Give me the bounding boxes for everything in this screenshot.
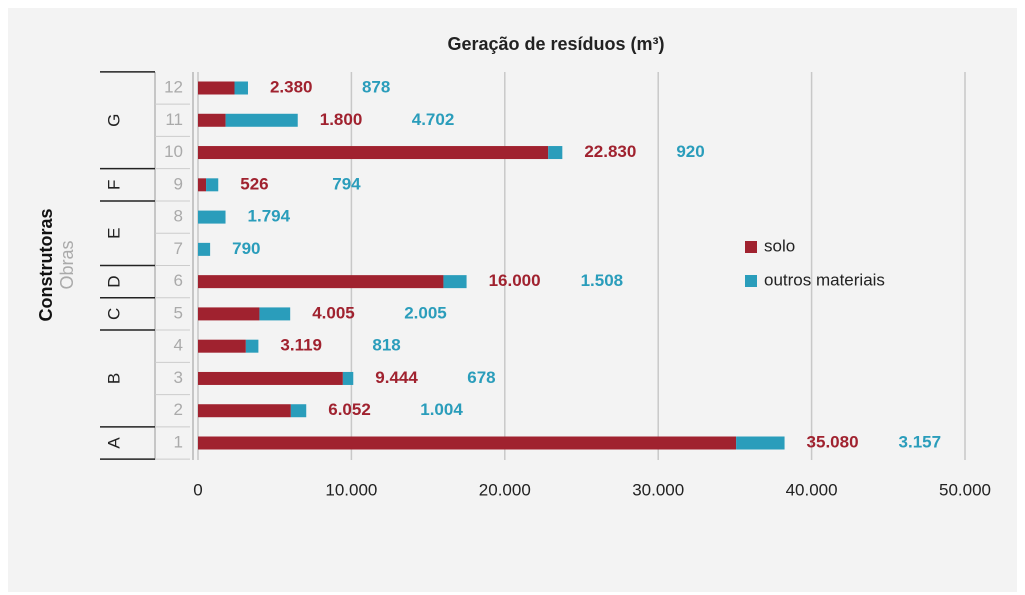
bar-segment (259, 307, 291, 321)
group-label: A (104, 437, 123, 449)
legend-swatch (745, 275, 757, 287)
category-label: 8 (174, 207, 183, 226)
category-label: 6 (174, 271, 183, 290)
category-label: 7 (174, 239, 183, 258)
value-label: 678 (467, 368, 495, 387)
value-label: 794 (332, 174, 361, 193)
value-label: 790 (232, 239, 260, 258)
value-label: 878 (362, 77, 390, 96)
x-tick-label: 10.000 (325, 480, 377, 499)
group-label: E (104, 228, 123, 239)
bar-segment (198, 242, 211, 256)
bar-segment (198, 178, 207, 192)
bar-segment (245, 339, 259, 353)
bar-segment (198, 81, 235, 95)
category-label: 3 (174, 368, 183, 387)
value-label: 818 (372, 336, 400, 355)
legend-swatch (745, 241, 757, 253)
chart-background (8, 8, 1017, 592)
bar-segment (206, 178, 219, 192)
bar-segment (736, 436, 785, 450)
bar-segment (198, 404, 291, 418)
x-tick-label: 20.000 (479, 480, 531, 499)
bar-segment (443, 275, 467, 289)
category-label: 12 (164, 77, 183, 96)
legend-label: solo (764, 236, 795, 255)
category-label: 4 (174, 336, 183, 355)
value-label: 1.508 (581, 271, 624, 290)
value-label: 1.800 (320, 110, 363, 129)
category-label: 2 (174, 400, 183, 419)
category-label: 9 (174, 174, 183, 193)
category-axis-label: Obras (57, 240, 77, 289)
value-label: 16.000 (489, 271, 541, 290)
group-label: B (104, 373, 123, 384)
bar-segment (290, 404, 307, 418)
value-label: 3.157 (899, 432, 942, 451)
group-label: C (104, 308, 123, 320)
category-label: 11 (165, 110, 183, 129)
value-label: 1.004 (420, 400, 463, 419)
bar-segment (198, 113, 226, 127)
value-label: 526 (240, 174, 268, 193)
legend-label: outros materiais (764, 270, 885, 289)
x-tick-label: 30.000 (632, 480, 684, 499)
group-label: D (104, 275, 123, 287)
bar-segment (198, 210, 226, 224)
bar-segment (198, 436, 737, 450)
value-label: 4.005 (312, 303, 355, 322)
value-label: 4.702 (412, 110, 455, 129)
group-label: G (104, 114, 123, 127)
bar-segment (198, 339, 246, 353)
group-label: F (104, 180, 123, 190)
bar-segment (342, 371, 354, 385)
bar-segment (198, 275, 444, 289)
category-label: 10 (164, 142, 183, 161)
group-axis-label: Construtoras (36, 208, 56, 321)
value-label: 6.052 (328, 400, 371, 419)
value-label: 3.119 (280, 336, 322, 355)
bar-segment (234, 81, 248, 95)
x-tick-label: 0 (193, 480, 202, 499)
value-label: 35.080 (807, 432, 859, 451)
category-label: 1 (174, 432, 183, 451)
value-label: 9.444 (375, 368, 418, 387)
bar-segment (198, 307, 260, 321)
chart-title: Geração de resíduos (m³) (447, 34, 664, 54)
category-label: 5 (174, 303, 183, 322)
value-label: 1.794 (248, 207, 291, 226)
bar-segment (198, 371, 343, 385)
bar-segment (198, 146, 549, 160)
value-label: 2.380 (270, 77, 313, 96)
bar-segment (225, 113, 298, 127)
x-tick-label: 40.000 (786, 480, 838, 499)
bar-segment (548, 146, 563, 160)
value-label: 2.005 (404, 303, 447, 322)
value-label: 22.830 (584, 142, 636, 161)
x-tick-label: 50.000 (939, 480, 991, 499)
value-label: 920 (676, 142, 704, 161)
